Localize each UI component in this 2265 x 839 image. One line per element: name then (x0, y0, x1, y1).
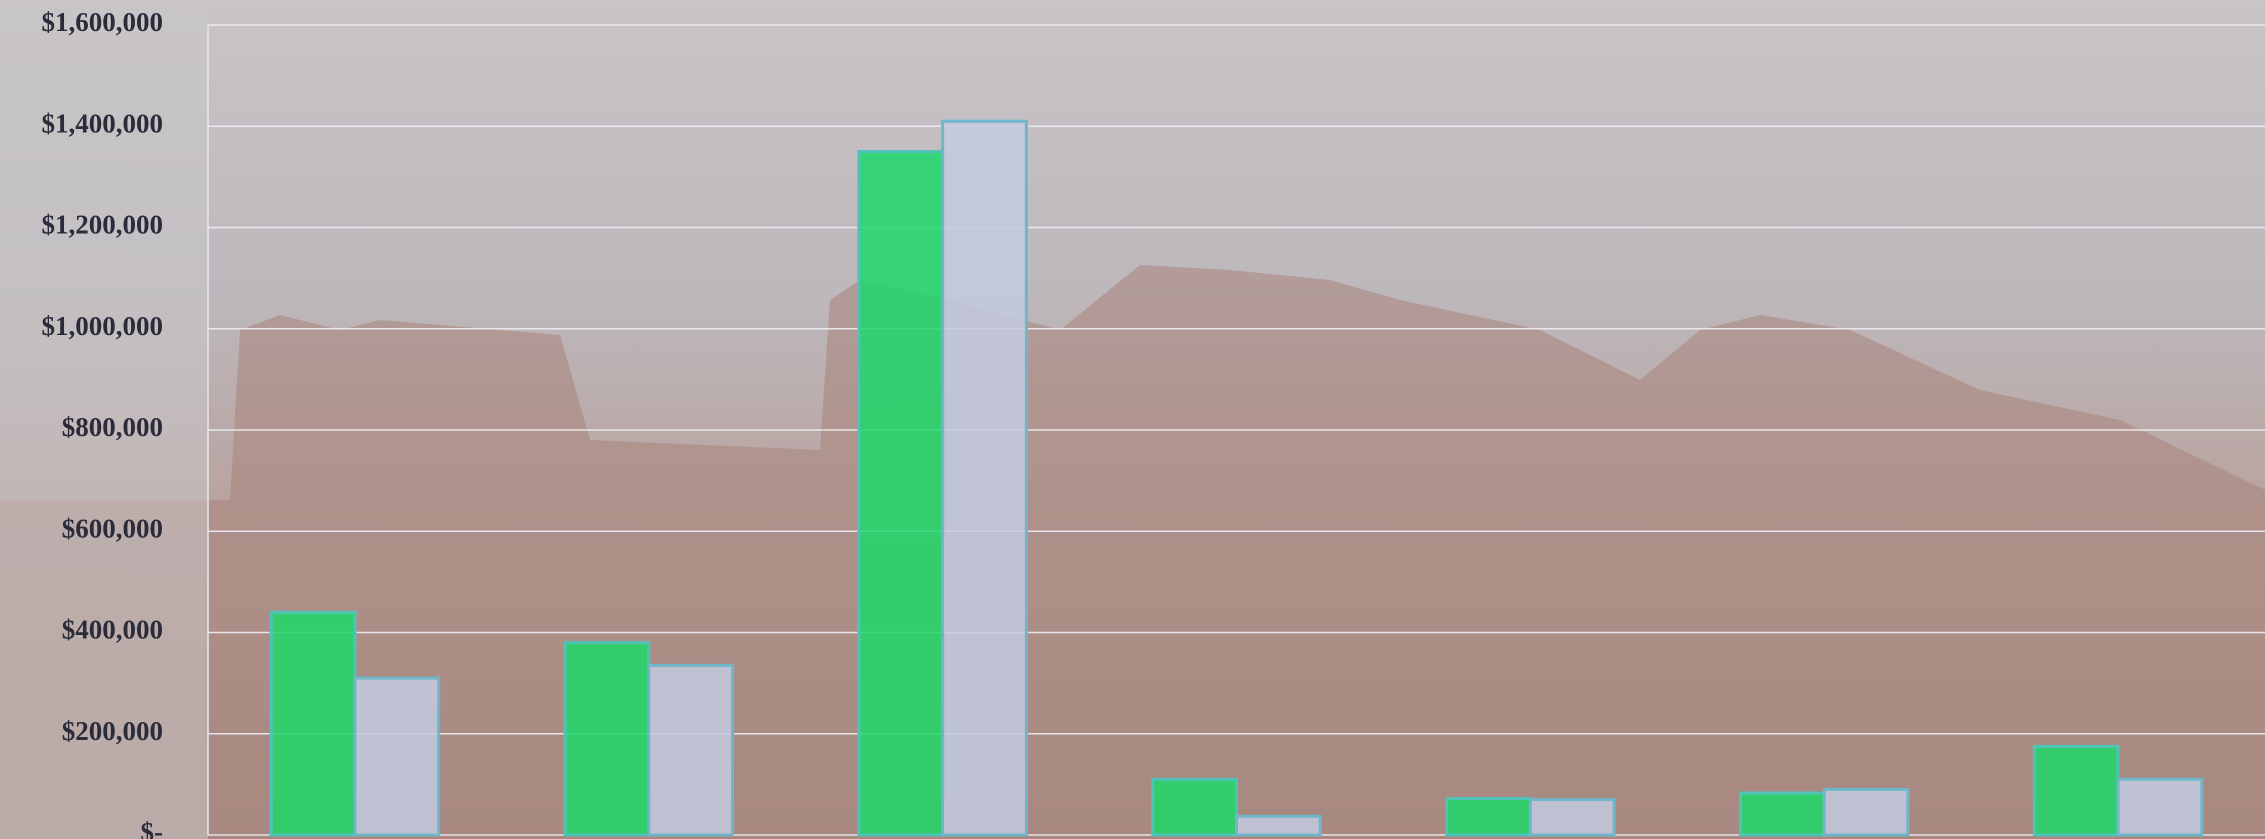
bar (1151, 777, 1239, 837)
y-tick-label: $800,000 (62, 412, 163, 442)
bar (1235, 814, 1322, 837)
bar (563, 641, 651, 837)
bar (1822, 787, 1910, 837)
y-tick-label: $1,000,000 (42, 311, 164, 341)
y-tick-label: $200,000 (62, 716, 163, 746)
y-tick-label: $1,600,000 (42, 7, 164, 37)
bar (269, 610, 357, 837)
bar (1445, 797, 1532, 837)
bar (647, 663, 735, 837)
y-tick-label: $600,000 (62, 513, 163, 543)
bar (941, 119, 1028, 837)
y-tick-label: $400,000 (62, 615, 163, 645)
bar (2032, 744, 2120, 837)
y-tick-label: $1,200,000 (42, 210, 164, 240)
y-tick-label: $1,400,000 (42, 108, 164, 138)
y-tick-label: $- (141, 817, 164, 839)
bar (2116, 777, 2204, 837)
bar (857, 150, 945, 837)
bar (1738, 791, 1826, 837)
axis-panel (0, 0, 208, 839)
bar (353, 676, 441, 837)
bar (1528, 798, 1616, 837)
